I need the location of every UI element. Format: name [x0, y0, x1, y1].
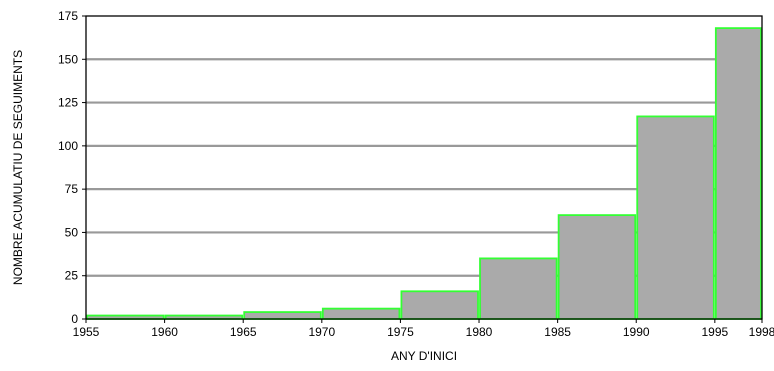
y-tick-label: 100: [58, 139, 78, 153]
y-tick-label: 50: [65, 225, 79, 239]
y-tick-label: 0: [71, 312, 78, 326]
y-axis-label: NOMBRE ACUMULATIU DE SEGUIMENTS: [11, 50, 25, 285]
x-tick-label: 1955: [73, 325, 100, 339]
y-tick-label: 25: [65, 269, 79, 283]
bar: [243, 311, 322, 320]
bar: [400, 290, 479, 320]
bar: [557, 214, 637, 320]
plot-area-frame: [85, 15, 763, 320]
bar: [479, 257, 558, 320]
y-tick-label: 150: [58, 52, 78, 66]
x-tick-label: 1985: [544, 325, 571, 339]
x-tick-label: 1995: [701, 325, 728, 339]
x-tick-label: 1960: [151, 325, 178, 339]
y-tick-label: 125: [58, 96, 78, 110]
axis-ticks: 0 25 50 75 100 125 150 175 1955 1960 1965 1970 1975 1…: [58, 9, 774, 339]
y-tick-label: 75: [65, 182, 79, 196]
x-axis-label: ANY D'INICI: [391, 349, 457, 363]
bar: [321, 307, 401, 320]
x-tick-label: 1980: [466, 325, 493, 339]
bar: [714, 27, 762, 320]
x-tick-label: 1990: [623, 325, 650, 339]
y-tick-label: 175: [58, 9, 78, 23]
x-tick-label: 1975: [387, 325, 414, 339]
x-tick-label: 1998: [749, 325, 774, 339]
x-tick-label: 1965: [230, 325, 257, 339]
bar: [636, 115, 715, 320]
x-tick-label: 1970: [308, 325, 335, 339]
